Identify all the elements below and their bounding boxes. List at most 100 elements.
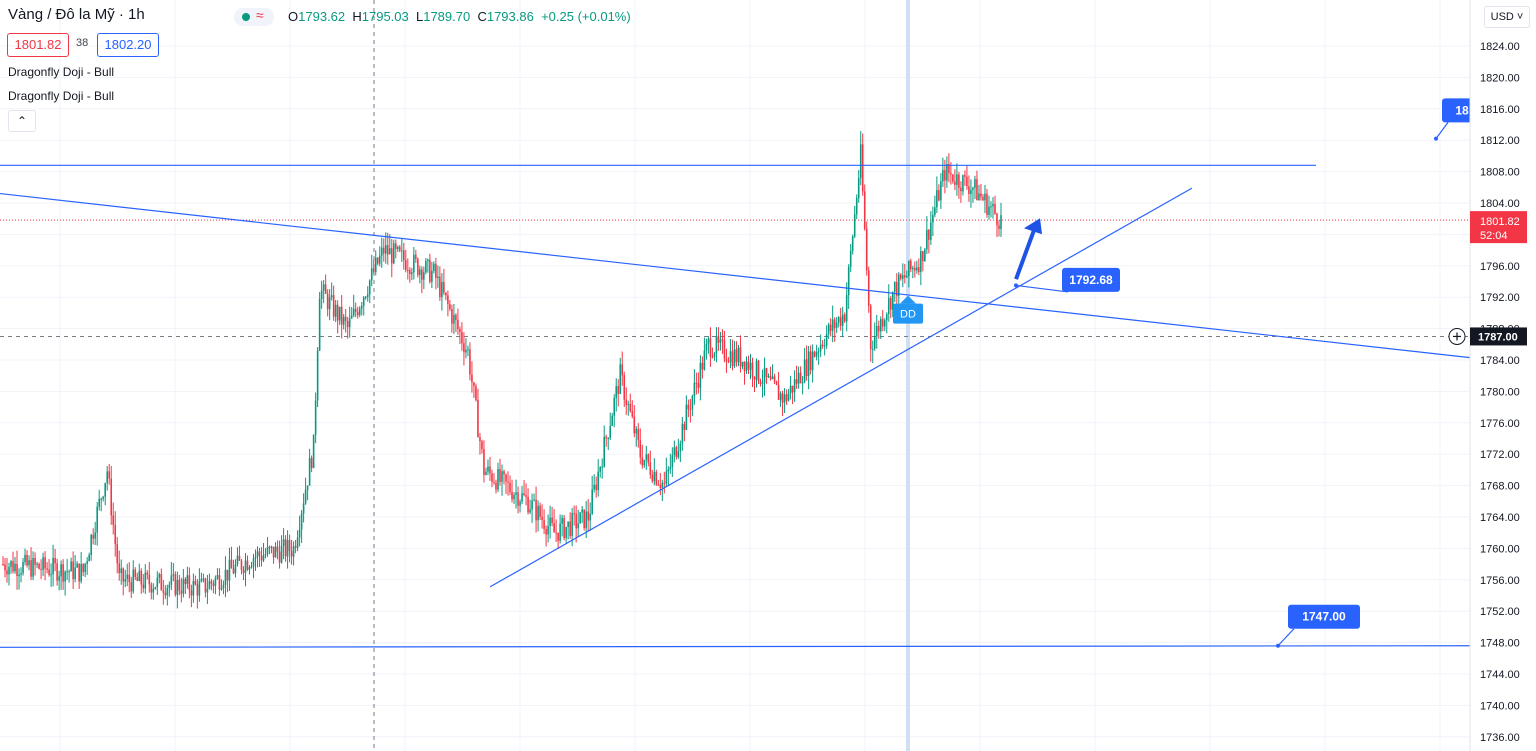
candle-body — [635, 428, 638, 434]
candle-body — [954, 181, 956, 185]
candle-body — [645, 454, 648, 460]
candle-body — [585, 511, 587, 529]
descending-trendline[interactable] — [0, 192, 1471, 359]
candle-body — [978, 193, 980, 201]
indicator-label[interactable]: Dragonfly Doji - Bull — [8, 89, 115, 103]
candle-body — [593, 484, 595, 490]
candle-body — [110, 478, 113, 516]
candle-body — [28, 560, 30, 566]
candle-body — [895, 282, 898, 296]
callout-leader[interactable] — [1277, 628, 1295, 647]
symbol-title[interactable]: Vàng / Đô la Mỹ · 1h — [8, 6, 145, 23]
sell-button[interactable]: 1801.82 — [7, 33, 69, 57]
callout-anchor[interactable] — [1276, 643, 1280, 648]
candle-body — [403, 250, 405, 261]
callout-anchor[interactable] — [1434, 136, 1438, 141]
candle-body — [322, 284, 325, 291]
candle-body — [715, 336, 718, 354]
callout-label[interactable]: 18 — [1455, 103, 1469, 117]
candle-body — [479, 437, 481, 442]
candle-body — [461, 332, 463, 344]
candle-body — [537, 505, 539, 521]
drawing-layer[interactable]: 1792.68 1747.00 18 — [0, 98, 1482, 648]
candle-body — [787, 393, 790, 401]
ascending-trendline[interactable] — [489, 187, 1193, 588]
candle-body — [68, 571, 70, 573]
candle-body — [224, 569, 227, 585]
candle-body — [849, 250, 852, 267]
candle-body — [348, 318, 351, 328]
candle-body — [493, 481, 495, 483]
candle-body — [469, 349, 471, 375]
arrow-shaft[interactable] — [1014, 229, 1036, 280]
candle-body — [930, 222, 932, 240]
candle-body — [523, 493, 525, 496]
candle-body — [906, 276, 908, 278]
candle-body — [527, 496, 529, 513]
ohlc-readout: O1793.62 H1795.03 L1789.70 C1793.86 +0.2… — [288, 9, 631, 24]
indicator-label[interactable]: Dragonfly Doji - Bull — [8, 65, 115, 79]
candle-body — [441, 281, 443, 297]
candle-body — [82, 563, 84, 573]
collapse-legend-button[interactable]: ⌃ — [8, 110, 36, 132]
candle-body — [300, 513, 303, 530]
price-tick-label: 1744.00 — [1480, 669, 1520, 681]
candle-body — [793, 379, 796, 393]
candle-body — [370, 268, 373, 281]
callout-leader[interactable] — [1435, 122, 1449, 139]
candle-body — [48, 569, 50, 575]
candle-body — [194, 580, 197, 585]
candle-body — [16, 563, 18, 577]
candle-body — [106, 471, 109, 484]
candle-body — [727, 361, 730, 363]
candle-body — [292, 546, 295, 557]
market-status[interactable]: ≈ — [234, 7, 274, 26]
callout-anchor[interactable] — [1014, 283, 1018, 288]
candle-body — [396, 246, 399, 250]
candle-body — [809, 351, 812, 371]
candle-body — [899, 274, 902, 279]
candle-body — [667, 469, 670, 472]
candle-body — [619, 364, 622, 394]
currency-select[interactable]: USD ˅ — [1484, 6, 1530, 28]
candle-body — [693, 382, 696, 397]
candle-body — [340, 306, 343, 325]
price-axis[interactable]: 1824.00 1820.00 1816.00 1812.00 1808.00 1804.… — [1448, 0, 1536, 751]
callout-leader[interactable] — [1015, 284, 1069, 293]
candle-body — [655, 471, 658, 485]
candle-body — [244, 560, 247, 573]
support-horizontal[interactable] — [0, 645, 1471, 648]
candle-body — [587, 511, 589, 521]
candle-body — [495, 482, 497, 490]
candle-body — [38, 563, 40, 569]
candle-body — [116, 544, 119, 564]
candle-body — [531, 500, 533, 510]
candle-body — [938, 190, 940, 201]
price-tick-label: 1740.00 — [1480, 700, 1520, 712]
candle-body — [80, 563, 82, 582]
arrow-head-icon[interactable] — [1024, 218, 1042, 235]
callout-label[interactable]: 1792.68 — [1069, 273, 1113, 287]
callout-box[interactable] — [1062, 267, 1120, 292]
candle-body — [763, 368, 766, 383]
candle-body — [653, 471, 656, 482]
candle-body — [661, 482, 664, 488]
candle-body — [118, 563, 121, 574]
candlestick-series — [2, 131, 1002, 609]
candle-body — [657, 484, 660, 486]
callout-box[interactable] — [1288, 604, 1360, 629]
candle-body — [384, 245, 387, 254]
buy-button[interactable]: 1802.20 — [97, 33, 159, 57]
price-tick-label: 1736.00 — [1480, 732, 1520, 744]
candle-body — [996, 213, 998, 226]
candle-body — [869, 305, 872, 350]
candle-body — [815, 351, 818, 357]
candle-body — [4, 564, 6, 571]
candle-body — [705, 343, 708, 351]
price-axis-bg — [1470, 0, 1536, 751]
candle-body — [735, 349, 738, 363]
candle-body — [992, 204, 994, 207]
callout-label[interactable]: 1747.00 — [1302, 610, 1346, 624]
candle-body — [417, 258, 419, 275]
